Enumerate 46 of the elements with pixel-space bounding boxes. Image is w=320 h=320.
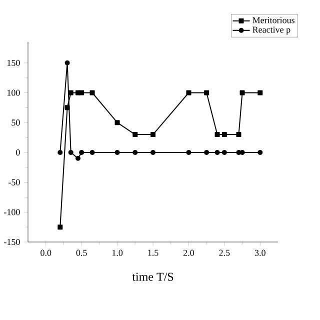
point: [186, 150, 192, 155]
point: [150, 150, 156, 155]
point: [236, 132, 242, 138]
point: [64, 105, 70, 110]
x-tick-label: 0.5: [76, 250, 87, 256]
point: [186, 90, 192, 96]
x-tick-label: 2.5: [219, 250, 230, 256]
point: [114, 120, 120, 126]
point: [222, 132, 227, 138]
point: [258, 150, 263, 155]
point: [68, 90, 74, 96]
y-tick-label: 100: [7, 90, 20, 96]
y-tick-label: 150: [7, 60, 20, 66]
point: [222, 150, 227, 155]
y-tick-label: -150: [4, 238, 20, 246]
x-axis-title: time T/S: [132, 272, 174, 281]
point: [214, 132, 220, 138]
x-tick-label: 2.0: [183, 250, 194, 256]
y-tick-label: 50: [12, 120, 20, 126]
point: [58, 150, 63, 155]
point: [214, 150, 220, 155]
y-tick-label: -100: [4, 209, 20, 216]
point: [132, 132, 138, 138]
point: [79, 150, 84, 155]
point: [79, 90, 84, 96]
point: [90, 90, 95, 96]
point: [76, 156, 80, 161]
point: [150, 132, 156, 138]
x-tick-label: 0.0: [40, 250, 52, 256]
x-tick-label: 1.0: [112, 250, 123, 256]
point: [204, 150, 210, 155]
point: [114, 150, 120, 155]
legend-label: Reactive p: [252, 26, 290, 35]
x-tick-label: 1.5: [148, 250, 158, 256]
y-tick-label: 0: [16, 149, 20, 156]
point: [132, 150, 138, 155]
y-tick-label: -50: [8, 179, 20, 186]
point: [90, 150, 95, 155]
point: [204, 90, 210, 96]
x-tick-label: 3.0: [254, 250, 266, 256]
point: [58, 224, 63, 230]
point: [258, 90, 263, 96]
point: [68, 150, 74, 155]
legend-label: Meritorious: [252, 17, 294, 24]
point: [64, 60, 70, 66]
point: [240, 90, 245, 96]
